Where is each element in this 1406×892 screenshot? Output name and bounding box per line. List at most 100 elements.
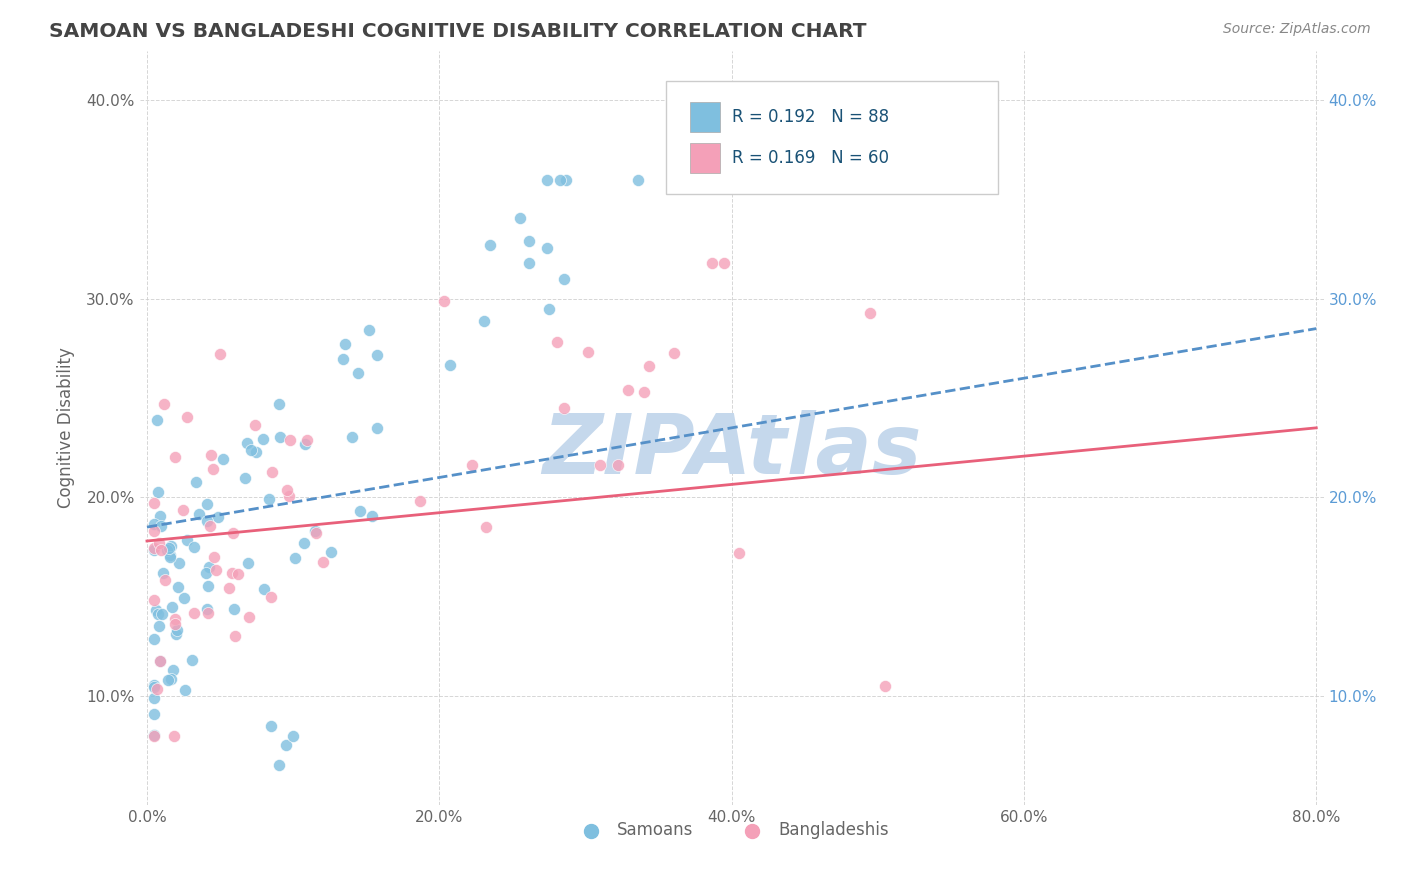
Point: [236, 435, 259, 450]
Point: [347, 366, 370, 380]
Point: [633, 385, 655, 400]
Point: [312, 555, 335, 569]
Point: [159, 548, 181, 562]
Point: [269, 397, 291, 411]
Point: [181, 653, 204, 667]
Point: [576, 344, 599, 359]
Point: [304, 526, 326, 541]
Point: [211, 452, 233, 467]
Point: [195, 602, 218, 616]
Point: [439, 359, 461, 373]
Point: [143, 728, 166, 742]
Point: [143, 680, 166, 694]
Point: [146, 681, 169, 696]
Point: [606, 458, 628, 472]
Point: [148, 536, 170, 550]
Point: [149, 509, 172, 524]
Point: [160, 600, 183, 615]
Point: [297, 433, 319, 447]
Point: [195, 497, 218, 511]
Point: [174, 682, 197, 697]
Point: [197, 514, 219, 528]
Point: [184, 475, 207, 489]
Point: [278, 434, 301, 448]
Point: [159, 672, 181, 686]
Point: [221, 566, 243, 580]
Point: [274, 739, 297, 753]
Point: [162, 663, 184, 677]
Point: [277, 489, 299, 503]
Point: [554, 172, 576, 186]
Point: [222, 602, 245, 616]
Point: [143, 516, 166, 531]
Point: [218, 581, 240, 595]
Text: Source: ZipAtlas.com: Source: ZipAtlas.com: [1223, 22, 1371, 37]
Point: [176, 409, 198, 424]
Point: [589, 458, 612, 473]
Point: [472, 314, 495, 328]
Point: [281, 729, 304, 743]
Point: [146, 607, 169, 621]
Point: [366, 348, 388, 362]
Point: [361, 509, 384, 524]
Point: [166, 580, 188, 594]
Point: [294, 436, 316, 450]
Point: [292, 535, 315, 549]
Point: [321, 545, 343, 559]
Point: [276, 483, 298, 497]
Point: [536, 172, 558, 186]
Point: [260, 465, 283, 479]
Text: ZIPAtlas: ZIPAtlas: [541, 410, 921, 491]
Point: [204, 549, 226, 564]
Point: [165, 626, 187, 640]
Point: [479, 238, 502, 252]
Point: [200, 448, 222, 462]
Point: [209, 347, 232, 361]
Point: [260, 718, 283, 732]
Point: [200, 519, 222, 533]
Point: [349, 504, 371, 518]
Point: [700, 256, 723, 270]
Point: [896, 172, 918, 186]
Point: [152, 566, 174, 580]
Point: [198, 560, 221, 574]
Point: [143, 496, 166, 510]
Point: [245, 445, 267, 459]
Point: [252, 433, 274, 447]
Point: [195, 566, 218, 580]
Point: [536, 241, 558, 255]
Point: [433, 294, 456, 309]
Point: [160, 539, 183, 553]
Point: [896, 153, 918, 167]
Point: [267, 758, 290, 772]
Point: [143, 729, 166, 743]
Point: [202, 462, 225, 476]
Point: [517, 256, 540, 270]
Point: [553, 401, 575, 415]
Point: [153, 574, 176, 588]
Point: [243, 417, 266, 432]
Point: [304, 524, 326, 538]
Point: [143, 706, 166, 721]
Text: R = 0.169   N = 60: R = 0.169 N = 60: [731, 149, 889, 167]
Point: [149, 654, 172, 668]
Point: [169, 556, 191, 570]
Point: [143, 541, 166, 555]
Point: [143, 542, 166, 557]
Point: [224, 629, 246, 643]
Bar: [690, 102, 720, 132]
Point: [357, 323, 380, 337]
Point: [150, 607, 173, 622]
Bar: [690, 143, 720, 173]
Point: [284, 550, 307, 565]
Point: [207, 510, 229, 524]
Point: [509, 211, 531, 225]
Point: [197, 579, 219, 593]
Point: [143, 593, 166, 607]
FancyBboxPatch shape: [666, 81, 998, 194]
Point: [253, 582, 276, 597]
Point: [859, 306, 882, 320]
Point: [183, 541, 205, 555]
Point: [269, 430, 291, 444]
Point: [728, 546, 751, 560]
